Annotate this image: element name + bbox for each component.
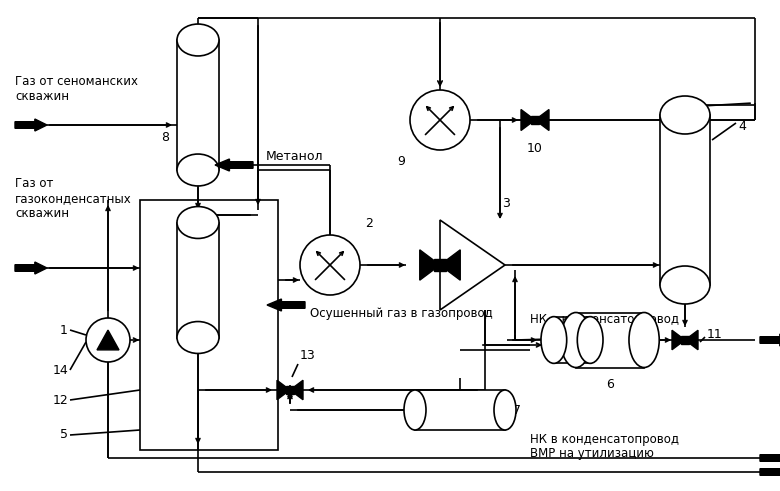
Ellipse shape	[660, 96, 710, 134]
Text: ВМР на утилизацию: ВМР на утилизацию	[530, 447, 654, 460]
Polygon shape	[290, 380, 303, 400]
Ellipse shape	[177, 154, 219, 186]
Polygon shape	[420, 250, 440, 280]
Polygon shape	[760, 334, 780, 346]
Circle shape	[300, 235, 360, 295]
Text: Осушенный газ в газопровод: Осушенный газ в газопровод	[310, 307, 493, 320]
Text: 12: 12	[52, 393, 68, 407]
Polygon shape	[672, 330, 685, 350]
Bar	[660, 115, 710, 285]
Polygon shape	[15, 119, 47, 131]
Bar	[531, 116, 539, 124]
Text: Газ от
газоконденсатных
скважин: Газ от газоконденсатных скважин	[15, 177, 132, 220]
Ellipse shape	[177, 207, 219, 239]
Text: 14: 14	[52, 363, 68, 377]
Polygon shape	[535, 109, 549, 131]
Polygon shape	[440, 220, 505, 310]
Text: 5: 5	[60, 429, 68, 441]
Ellipse shape	[660, 266, 710, 304]
Polygon shape	[277, 380, 290, 400]
Text: 13: 13	[300, 349, 316, 362]
Text: 4: 4	[738, 120, 746, 133]
Polygon shape	[760, 452, 780, 464]
Polygon shape	[440, 250, 460, 280]
Text: 9: 9	[397, 155, 405, 168]
Bar	[286, 386, 294, 394]
Text: 2: 2	[365, 217, 373, 230]
Polygon shape	[267, 299, 305, 311]
Text: Газ от сеноманских
скважин: Газ от сеноманских скважин	[15, 75, 138, 103]
Text: 1: 1	[60, 324, 68, 336]
Polygon shape	[15, 262, 47, 274]
Circle shape	[410, 90, 470, 150]
Ellipse shape	[561, 312, 591, 367]
Text: НК в конденсатопровод: НК в конденсатопровод	[530, 313, 679, 326]
Polygon shape	[97, 330, 119, 350]
Ellipse shape	[177, 322, 219, 354]
Text: 11: 11	[707, 328, 723, 342]
Bar	[177, 222, 219, 337]
Polygon shape	[215, 159, 253, 171]
Polygon shape	[521, 109, 535, 131]
Polygon shape	[685, 330, 698, 350]
Bar	[140, 200, 278, 450]
Text: 10: 10	[527, 142, 543, 155]
Text: 6: 6	[606, 378, 614, 390]
Bar	[554, 317, 590, 363]
Ellipse shape	[177, 24, 219, 56]
Ellipse shape	[404, 390, 426, 430]
Text: Метанол: Метанол	[266, 151, 324, 164]
Text: 7: 7	[513, 404, 521, 416]
Bar	[177, 40, 219, 170]
Text: 8: 8	[161, 131, 169, 144]
Text: НК в конденсатопровод: НК в конденсатопровод	[530, 433, 679, 446]
Ellipse shape	[541, 317, 567, 363]
Bar	[576, 312, 644, 367]
Text: 3: 3	[502, 197, 510, 210]
Ellipse shape	[629, 312, 659, 367]
Circle shape	[86, 318, 130, 362]
Ellipse shape	[494, 390, 516, 430]
Bar	[434, 259, 446, 271]
Bar	[681, 336, 689, 344]
Bar	[415, 390, 505, 430]
Ellipse shape	[577, 317, 603, 363]
Polygon shape	[760, 466, 780, 478]
